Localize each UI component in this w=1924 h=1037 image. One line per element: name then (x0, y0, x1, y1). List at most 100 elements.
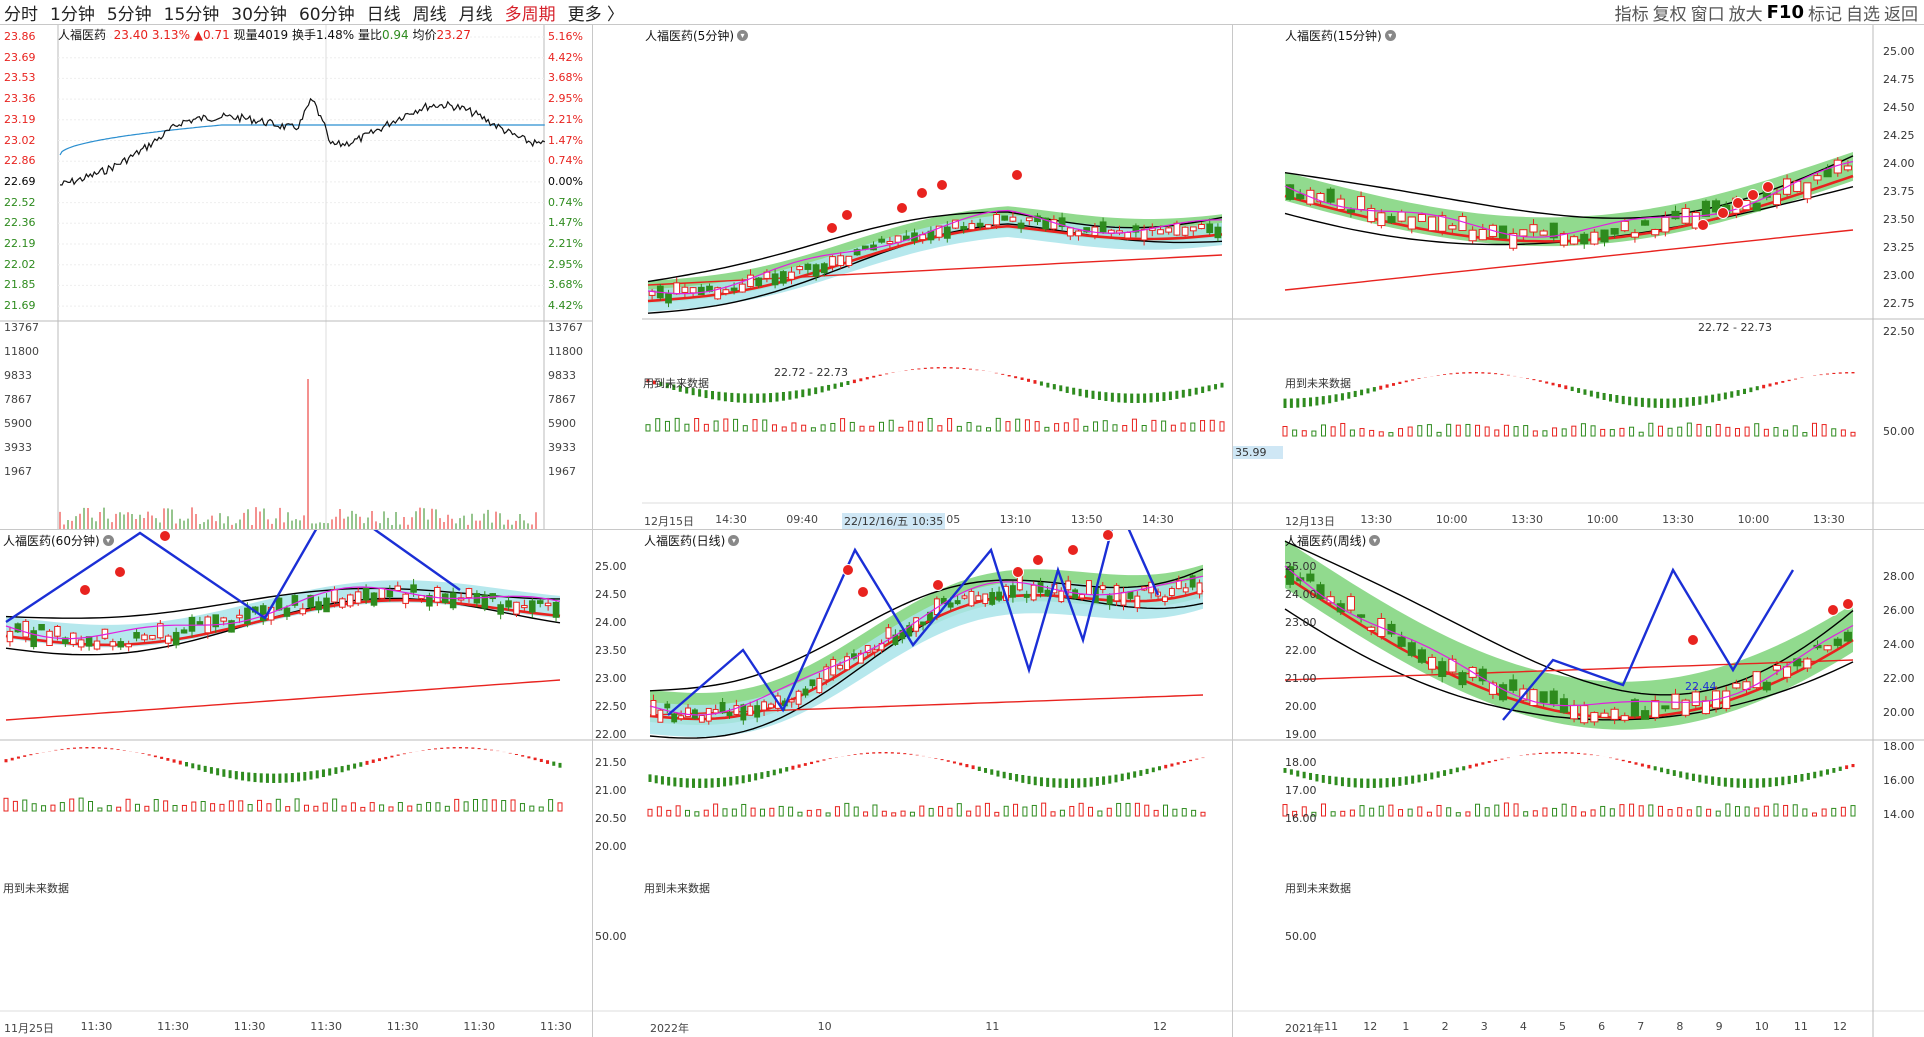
candle-body (1539, 691, 1548, 703)
volume-bar (1122, 425, 1128, 432)
volume-bar (1831, 428, 1837, 437)
candle-body (1671, 210, 1680, 220)
candle-body (283, 607, 291, 617)
y-tick: 14.00 (1883, 808, 1915, 821)
volume-tick: 13767 (4, 321, 39, 334)
candle-body (678, 715, 685, 720)
chart-daily[interactable]: 人福医药(日线) ▾ 用到未来数据 25.00 24.50 24.00 23.50 23.… (593, 530, 1232, 1037)
chart-weekly[interactable]: 人福医药(周线) ▾ 用到未来数据 22.44 25.00 24.00 23.00 22… (1233, 530, 1924, 1037)
chart-15min[interactable]: 人福医药(15分钟) ▾ 用到未来数据 22.72 - 22.73 35.99 2… (1233, 25, 1924, 529)
volume-bar (731, 808, 737, 817)
tab-more[interactable]: 更多 〉 (568, 0, 624, 25)
volume-bar (806, 809, 812, 817)
chevron-down-icon[interactable]: ▾ (1369, 535, 1381, 546)
x-tick: 3 (1480, 1020, 1488, 1033)
volume-bar (1144, 804, 1150, 817)
candle-body (1099, 585, 1106, 590)
volume-bar (125, 798, 131, 812)
volume-bar (834, 806, 840, 817)
tab-15min[interactable]: 15分钟 (163, 4, 220, 25)
chart-60min[interactable]: 人福医药(60分钟) ▾ 用到未来数据 11月25日 11:30 11:30 11:30… (0, 530, 592, 1037)
volume-bar (1369, 429, 1375, 437)
volume-bar (1436, 431, 1442, 437)
adjust-button[interactable]: 复权 (1652, 4, 1687, 25)
volume-bar (816, 809, 822, 817)
candle-body (984, 224, 992, 229)
candle-body (1189, 226, 1197, 232)
candle-body (109, 641, 117, 647)
candle-body (1367, 208, 1376, 223)
divider (0, 529, 1924, 530)
candle-body (426, 595, 433, 607)
window-button[interactable]: 窗口 (1690, 4, 1725, 25)
f10-button[interactable]: F10 (1766, 1, 1804, 23)
candle-body (1833, 638, 1842, 646)
tab-30min[interactable]: 30分钟 (231, 4, 287, 25)
intraday-chart[interactable]: 人福医药 23.40 3.13% ▲0.71 现量 4019 换手 1.48% … (0, 25, 592, 529)
volume-bar (397, 802, 403, 812)
candle-body (1661, 216, 1670, 233)
volume-bar (898, 426, 904, 432)
tab-weekly[interactable]: 周线 (412, 4, 447, 25)
tab-intraday[interactable]: 分时 (4, 4, 38, 25)
tab-60min[interactable]: 60分钟 (298, 4, 355, 25)
candle-body (1397, 211, 1406, 222)
candle-body (1387, 216, 1396, 223)
candle-body (1120, 591, 1127, 606)
divider (1232, 24, 1233, 1037)
pct-tick: 3.68% (548, 278, 583, 292)
indicator-button[interactable]: 指标 (1614, 4, 1649, 25)
volume-bar (1609, 429, 1615, 437)
mark-button[interactable]: 标记 (1808, 4, 1842, 25)
tab-multi-period[interactable]: 多周期 (504, 4, 556, 25)
volume-bar (106, 805, 112, 812)
volume-bar (684, 423, 690, 432)
volume-bar (1446, 423, 1452, 437)
volume-bar (791, 422, 797, 432)
candle-body (845, 255, 853, 267)
chart-5min[interactable]: 人福医药(5分钟) ▾ 用到未来数据 22.72 - 22.73 12月15日 14… (642, 25, 1232, 529)
tab-1min[interactable]: 1分钟 (50, 4, 95, 25)
candle-body (657, 709, 664, 723)
volume-bar (1311, 811, 1317, 817)
candle-body (871, 649, 878, 653)
y-tick: 23.00 (1883, 269, 1915, 282)
chevron-down-icon[interactable]: ▾ (737, 30, 748, 41)
y-tick: 26.00 (1883, 604, 1915, 617)
volume-value: 4019 (257, 27, 289, 42)
fast-line (1284, 565, 1854, 707)
candle-body (1590, 231, 1599, 245)
chevron-right-icon: 〉 (606, 4, 624, 25)
volume-bar (655, 418, 661, 432)
volume-bar (1821, 808, 1827, 817)
volume-bar (713, 420, 719, 432)
tab-daily[interactable]: 日线 (366, 4, 401, 25)
chevron-down-icon[interactable]: ▾ (1384, 30, 1396, 41)
candle-body (1671, 693, 1680, 710)
cursor-label: 22/12/16/五 10:35 (842, 513, 946, 529)
volume-bar (1180, 422, 1186, 432)
divider (592, 24, 593, 1037)
signal-badge-icon (896, 202, 908, 214)
chevron-down-icon[interactable]: ▾ (728, 535, 740, 546)
candle-body (117, 641, 125, 648)
signal-badge-icon (1067, 544, 1079, 556)
volume-bar (1763, 805, 1769, 817)
back-button[interactable]: 返回 (1884, 4, 1918, 25)
y-tick: 20.00 (595, 840, 627, 853)
volume-bar (294, 798, 300, 812)
volume-bar (1638, 805, 1644, 817)
volume-bar (247, 804, 253, 812)
watchlist-button[interactable]: 自选 (1846, 4, 1880, 25)
volume-bar (1561, 803, 1567, 817)
volume-bar (1340, 422, 1346, 437)
volume-bar (733, 418, 739, 432)
y-tick: 22.00 (595, 728, 627, 741)
tab-5min[interactable]: 5分钟 (106, 4, 152, 25)
chevron-down-icon[interactable]: ▾ (102, 535, 114, 546)
volume-bar (1734, 428, 1740, 437)
tab-monthly[interactable]: 月线 (458, 4, 493, 25)
zoom-button[interactable]: 放大 (1728, 4, 1763, 25)
volume-bar (1388, 804, 1394, 817)
pct-tick: 1.47% (548, 133, 583, 147)
